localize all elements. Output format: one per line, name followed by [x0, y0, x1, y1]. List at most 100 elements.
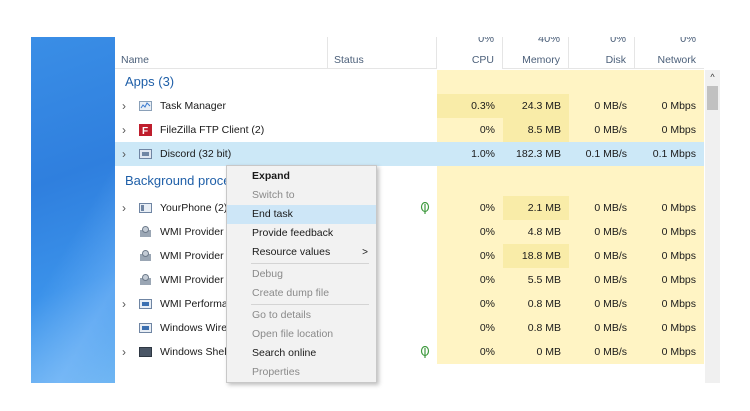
- chevron-right-icon[interactable]: ›: [122, 345, 126, 359]
- menu-item-open-file-location[interactable]: Open file location: [252, 328, 334, 340]
- window-app-icon: [139, 347, 152, 357]
- window-app-icon: [139, 299, 152, 309]
- disk-cell: 0 MB/s: [569, 316, 635, 340]
- network-cell: 0 Mbps: [635, 220, 704, 244]
- menu-separator: [251, 263, 369, 264]
- column-header-disk[interactable]: 0% Disk: [569, 37, 635, 69]
- process-name: FileZilla FTP Client (2): [160, 124, 265, 136]
- cpu-cell: 0%: [437, 196, 503, 220]
- menu-item-go-to-details[interactable]: Go to details: [252, 309, 311, 321]
- cpu-cell: 0%: [437, 292, 503, 316]
- chevron-right-icon[interactable]: ›: [122, 297, 126, 311]
- scroll-thumb[interactable]: [707, 86, 718, 110]
- chevron-right-icon[interactable]: ›: [122, 147, 126, 161]
- scroll-up-button[interactable]: ^: [710, 72, 715, 82]
- disk-cell: 0 MB/s: [569, 196, 635, 220]
- disk-cell: 0 MB/s: [569, 292, 635, 316]
- table-row[interactable]: WMI Provider Host 0% 18.8 MB 0 MB/s 0 Mb…: [115, 244, 704, 268]
- network-cell: 0 Mbps: [635, 94, 704, 118]
- context-menu: Expand Switch to End task Provide feedba…: [226, 165, 377, 383]
- disk-total-percent: 0%: [610, 37, 626, 45]
- table-row[interactable]: › Windows Shell 0% 0 MB 0 MB/s 0 Mbps: [115, 340, 704, 364]
- disk-cell: [569, 70, 635, 94]
- section-header-apps: Apps (3): [115, 70, 704, 94]
- network-cell: 0 Mbps: [635, 340, 704, 364]
- vertical-scrollbar[interactable]: ^: [705, 70, 720, 383]
- network-cell: 0 Mbps: [635, 244, 704, 268]
- process-name: Windows Shell: [160, 346, 229, 358]
- disk-cell: 0.1 MB/s: [585, 148, 627, 160]
- disk-cell: 0 MB/s: [569, 268, 635, 292]
- window-app-icon: [139, 323, 152, 333]
- table-row[interactable]: Windows Wireless 0% 0.8 MB 0 MB/s 0 Mbps: [115, 316, 704, 340]
- memory-cell: 18.8 MB: [503, 244, 569, 268]
- column-header-status[interactable]: Status: [328, 37, 437, 69]
- desktop-background: [31, 37, 115, 383]
- menu-item-create-dump-file[interactable]: Create dump file: [252, 287, 330, 299]
- network-cell: 0 Mbps: [635, 268, 704, 292]
- menu-item-properties[interactable]: Properties: [252, 366, 300, 378]
- menu-item-end-task[interactable]: End task: [227, 205, 376, 224]
- menu-item-resource-values[interactable]: Resource values >: [227, 243, 376, 262]
- column-header-name[interactable]: Name: [115, 37, 328, 69]
- table-row[interactable]: WMI Provider Host 0% 4.8 MB 0 MB/s 0 Mbp…: [115, 220, 704, 244]
- table-row[interactable]: › WMI Performance Adapter 0% 0.8 MB 0 MB…: [115, 292, 704, 316]
- network-total-percent: 0%: [680, 37, 696, 45]
- wmi-icon: [140, 274, 151, 285]
- memory-cell: 182.3 MB: [516, 148, 561, 160]
- chevron-right-icon[interactable]: ›: [122, 201, 126, 215]
- cpu-cell: 0%: [437, 118, 503, 142]
- column-header-status-label: Status: [334, 54, 364, 66]
- cpu-cell: [437, 70, 503, 94]
- disk-cell: 0 MB/s: [569, 118, 635, 142]
- memory-cell: 8.5 MB: [503, 118, 569, 142]
- column-header-network-label: Network: [657, 54, 696, 66]
- disk-cell: 0 MB/s: [569, 220, 635, 244]
- cpu-cell: 0%: [437, 244, 503, 268]
- network-cell: 0 Mbps: [635, 316, 704, 340]
- cpu-cell: [437, 166, 503, 196]
- network-cell: 0.1 Mbps: [652, 148, 696, 160]
- memory-cell: 24.3 MB: [503, 94, 569, 118]
- section-header-background: Background processes (72): [115, 166, 704, 196]
- table-row[interactable]: › F FileZilla FTP Client (2) 0% 8.5 MB 0…: [115, 118, 704, 142]
- menu-item-expand[interactable]: Expand: [252, 170, 290, 182]
- process-name: YourPhone (2): [160, 202, 228, 214]
- memory-cell: 2.1 MB: [503, 196, 569, 220]
- menu-item-provide-feedback[interactable]: Provide feedback: [252, 227, 334, 239]
- memory-cell: 4.8 MB: [503, 220, 569, 244]
- memory-cell: [503, 166, 569, 196]
- discord-icon: [139, 149, 152, 159]
- column-header-row: Name Status 0% CPU 40% Memory 0% Disk 0%…: [115, 37, 704, 69]
- filezilla-icon: F: [139, 124, 152, 136]
- cpu-cell: 1.0%: [471, 148, 495, 160]
- memory-cell: 0 MB: [503, 340, 569, 364]
- column-header-memory-label: Memory: [522, 54, 560, 66]
- menu-item-search-online[interactable]: Search online: [252, 347, 317, 359]
- chevron-right-icon[interactable]: ›: [122, 99, 126, 113]
- cpu-cell: 0%: [437, 316, 503, 340]
- chevron-right-icon[interactable]: ›: [122, 123, 126, 137]
- network-cell: 0 Mbps: [635, 292, 704, 316]
- network-cell: [635, 166, 704, 196]
- menu-item-switch-to[interactable]: Switch to: [252, 189, 295, 201]
- memory-total-percent: 40%: [537, 37, 560, 45]
- menu-item-resource-values-label: Resource values: [252, 246, 331, 258]
- wmi-icon: [140, 250, 151, 261]
- disk-cell: 0 MB/s: [569, 340, 635, 364]
- column-header-network[interactable]: 0% Network: [635, 37, 704, 69]
- table-row-selected[interactable]: › Discord (32 bit) 1.0% 182.3 MB 0.1 MB/…: [115, 142, 704, 166]
- cpu-cell: 0%: [437, 340, 503, 364]
- table-row[interactable]: › YourPhone (2) 0% 2.1 MB 0 MB/s 0 Mbps: [115, 196, 704, 220]
- column-header-disk-label: Disk: [605, 54, 626, 66]
- cpu-total-percent: 0%: [478, 37, 494, 45]
- menu-item-debug[interactable]: Debug: [252, 268, 283, 280]
- column-header-cpu[interactable]: 0% CPU: [437, 37, 503, 69]
- cpu-cell: 0%: [437, 220, 503, 244]
- table-row[interactable]: › Task Manager 0.3% 24.3 MB 0 MB/s 0 Mbp…: [115, 94, 704, 118]
- leaf-icon: [420, 202, 430, 214]
- process-name: Discord (32 bit): [160, 148, 232, 160]
- table-row[interactable]: WMI Provider Host 0% 5.5 MB 0 MB/s 0 Mbp…: [115, 268, 704, 292]
- column-header-memory[interactable]: 40% Memory: [503, 37, 569, 69]
- disk-cell: 0 MB/s: [569, 244, 635, 268]
